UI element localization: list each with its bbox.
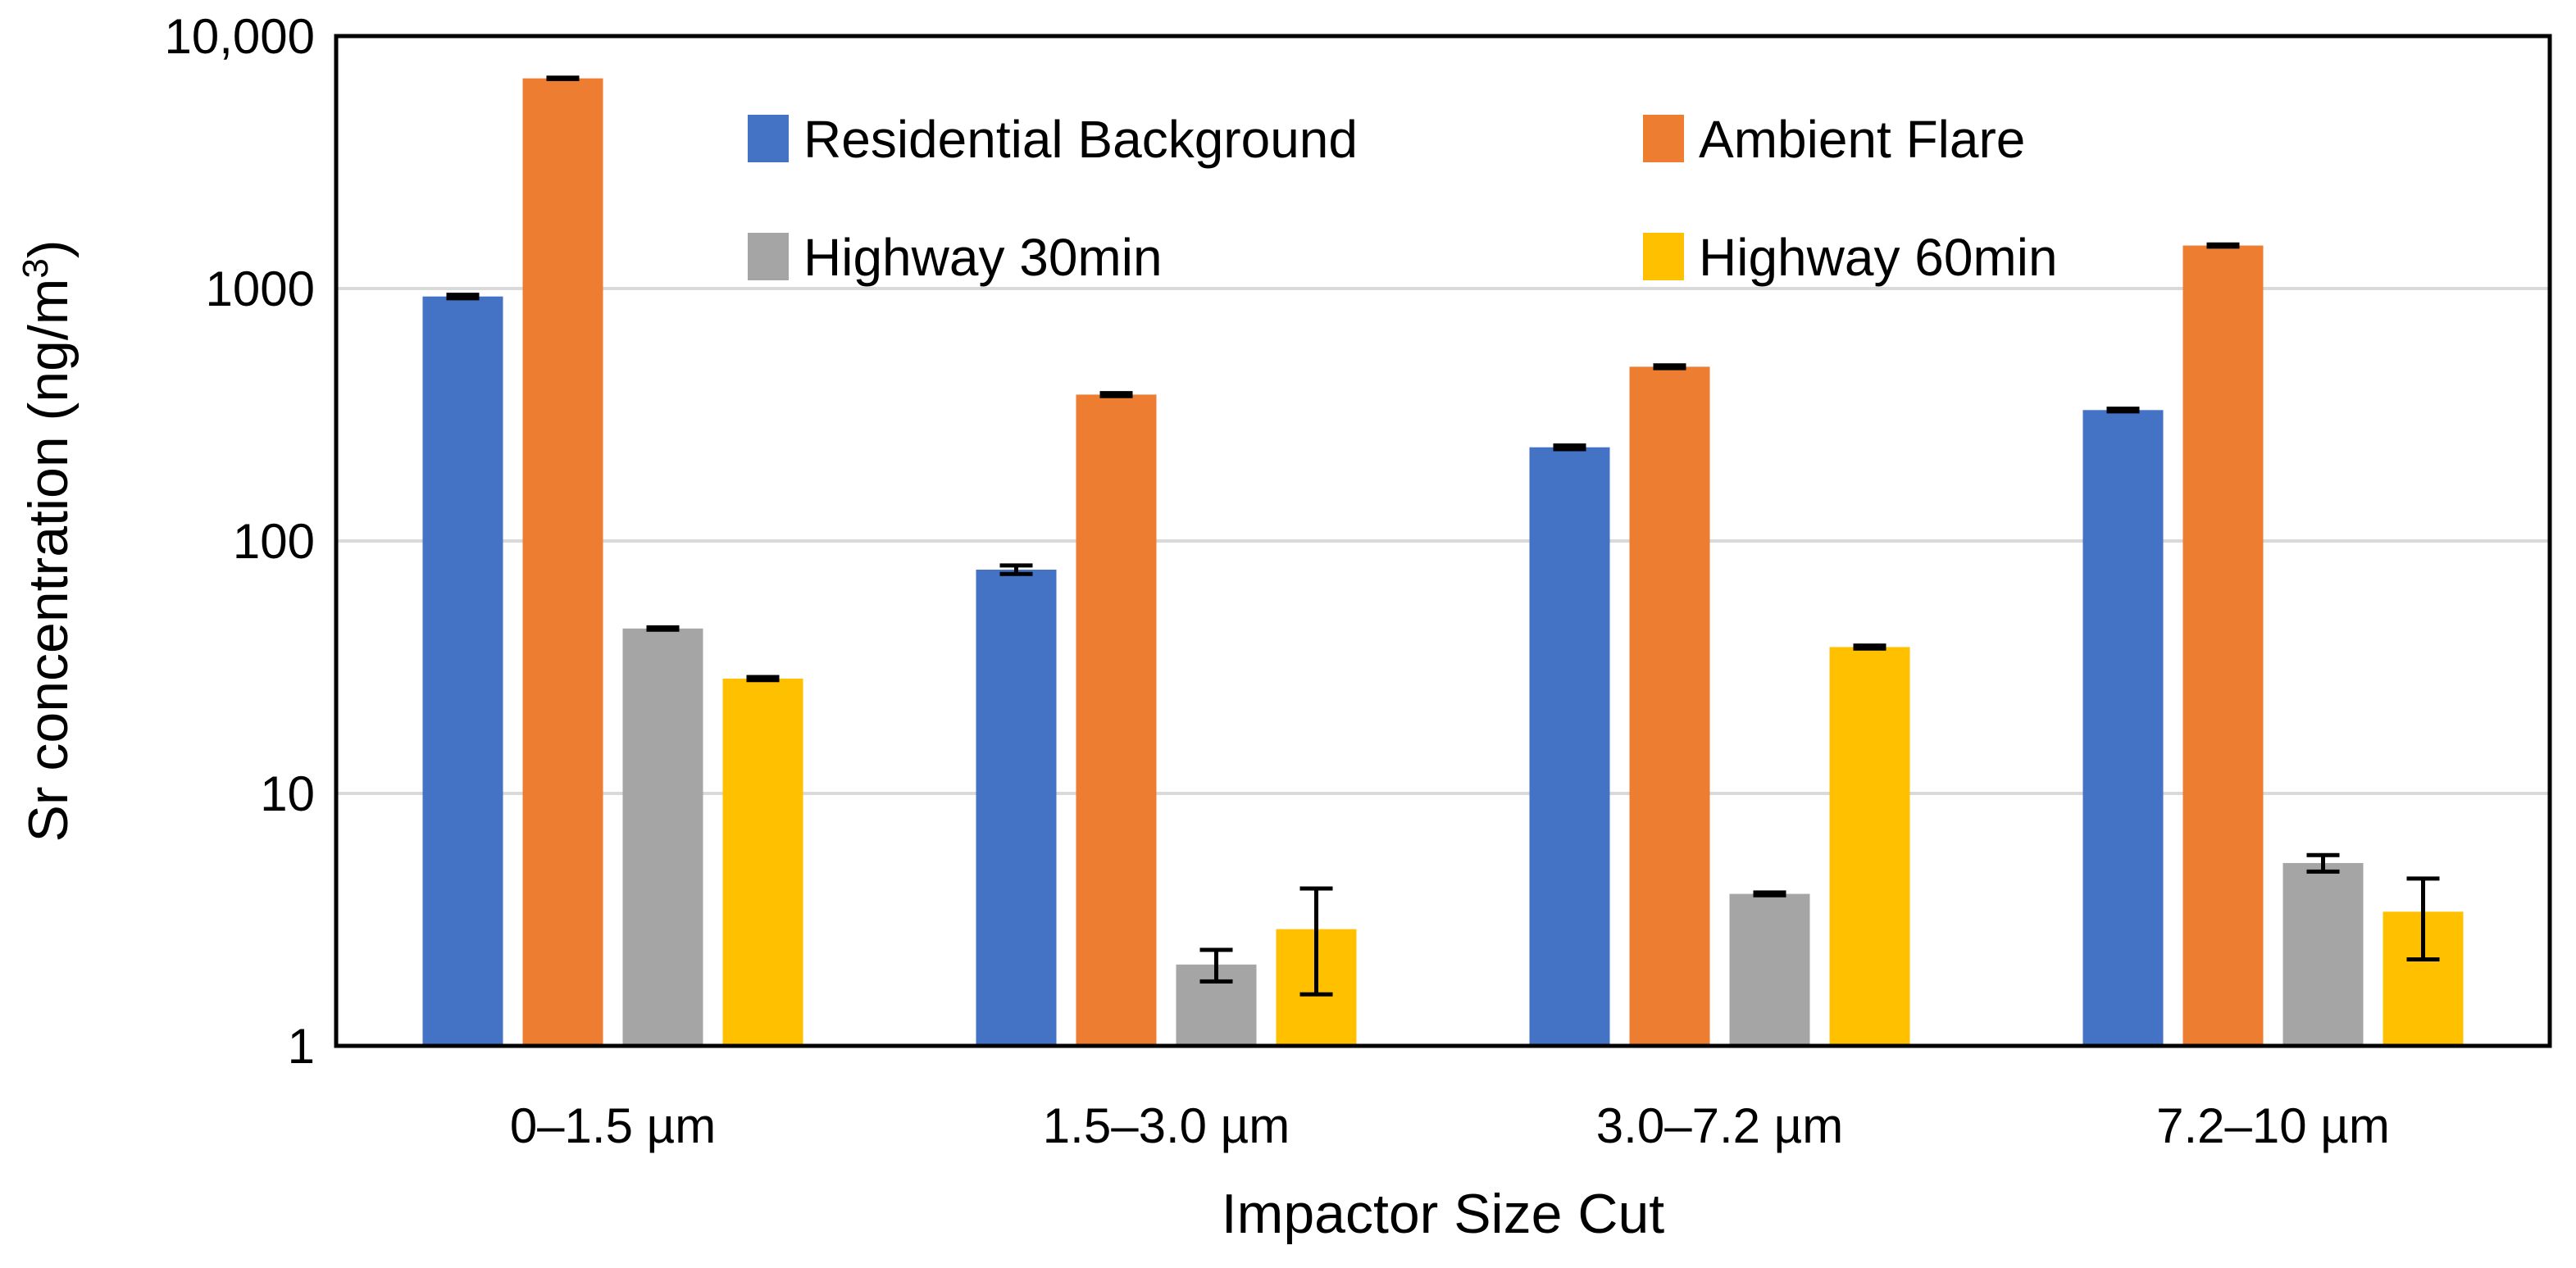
y-tick-label: 1	[288, 1019, 315, 1074]
bar-highway-30min-3	[2282, 862, 2364, 1046]
y-axis-ticks: 1 10 100 1000 10,000	[164, 9, 315, 1074]
x-axis-title: Impactor Size Cut	[1222, 1183, 1665, 1245]
legend-item-highway-60min: Highway 60min	[1643, 228, 2058, 287]
legend-swatch	[748, 233, 789, 280]
x-tick-label: 1.5–3.0 µm	[1043, 1098, 1290, 1153]
y-axis-title-superscript: 3	[16, 258, 56, 278]
bar-highway-30min-0	[622, 628, 703, 1046]
error-bars	[446, 75, 2440, 997]
error-bar-residential-background-2	[1553, 443, 1586, 452]
bar-ambient-flare-2	[1629, 366, 1710, 1046]
bar-ambient-flare-0	[522, 78, 603, 1046]
x-axis-ticks: 0–1.5 µm 1.5–3.0 µm 3.0–7.2 µm 7.2–10 µm	[510, 1098, 2390, 1153]
error-bar-ambient-flare-1	[1099, 391, 1133, 398]
error-bar-highway-30min-3	[2306, 852, 2340, 874]
error-bar-ambient-flare-0	[546, 75, 580, 81]
bar-residential-background-2	[1529, 447, 1610, 1046]
error-bar-highway-60min-1	[1299, 886, 1333, 997]
bar-residential-background-3	[2082, 410, 2164, 1046]
x-tick-label: 0–1.5 µm	[510, 1098, 716, 1153]
error-bar-ambient-flare-3	[2206, 242, 2240, 249]
error-bar-highway-30min-1	[1199, 948, 1233, 984]
bar-ambient-flare-3	[2182, 245, 2264, 1046]
error-bar-highway-60min-3	[2406, 876, 2440, 962]
error-bar-highway-30min-0	[646, 625, 680, 632]
error-bar-ambient-flare-2	[1653, 363, 1686, 370]
x-tick-label: 7.2–10 µm	[2156, 1098, 2390, 1153]
legend-swatch	[1643, 233, 1684, 280]
bar-highway-60min-0	[722, 678, 803, 1046]
y-axis-title-main: Sr concentration (ng/m	[17, 279, 80, 843]
legend-item-residential-background: Residential Background	[748, 110, 1358, 169]
legend-label: Highway 30min	[803, 228, 1163, 287]
y-axis-title-close: )	[17, 239, 80, 258]
plot-area-frame	[334, 34, 2552, 1048]
x-tick-label: 3.0–7.2 µm	[1596, 1098, 1843, 1153]
legend-swatch	[1643, 115, 1684, 162]
legend-label: Ambient Flare	[1699, 110, 2025, 169]
error-bar-highway-60min-2	[1853, 643, 1886, 651]
bars	[422, 78, 2464, 1047]
legend-swatch	[748, 115, 789, 162]
bar-ambient-flare-1	[1076, 394, 1157, 1047]
error-bar-highway-60min-0	[746, 675, 780, 683]
error-bar-residential-background-0	[446, 293, 480, 301]
y-tick-label: 10,000	[164, 9, 315, 64]
error-bar-residential-background-3	[2106, 407, 2140, 414]
y-tick-label: 100	[233, 514, 315, 569]
bar-highway-30min-2	[1729, 893, 1810, 1046]
y-tick-label: 1000	[206, 261, 315, 316]
error-bar-residential-background-1	[999, 563, 1033, 576]
bar-highway-60min-2	[1829, 647, 1910, 1046]
legend: Residential Background Ambient Flare Highw…	[748, 110, 2058, 287]
legend-label: Highway 60min	[1699, 228, 2058, 287]
legend-item-ambient-flare: Ambient Flare	[1643, 110, 2025, 169]
y-tick-label: 10	[260, 766, 315, 821]
error-bar-highway-30min-2	[1753, 890, 1786, 898]
legend-label: Residential Background	[803, 110, 1358, 169]
bar-residential-background-1	[976, 569, 1057, 1046]
bar-residential-background-0	[422, 296, 503, 1046]
legend-item-highway-30min: Highway 30min	[748, 228, 1163, 287]
y-axis-title: Sr concentration (ng/m3)	[16, 239, 80, 842]
gridlines	[336, 287, 2550, 795]
